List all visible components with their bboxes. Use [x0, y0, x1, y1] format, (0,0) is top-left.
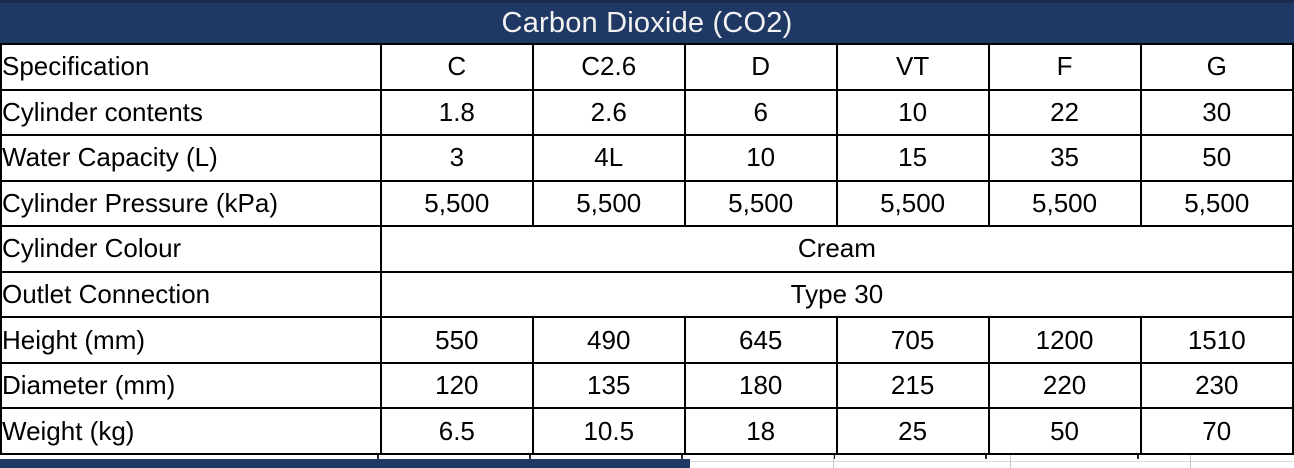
merged-value-cell: Cream: [379, 225, 1294, 273]
value-cell: 6: [683, 88, 838, 137]
value-cell: 490: [531, 316, 686, 364]
table-row-header: Specification C C2.6 D VT F G: [0, 43, 1294, 91]
table-title: Carbon Dioxide (CO2): [501, 6, 793, 39]
gridline-stub: [833, 455, 834, 468]
value-cell: 5,500: [683, 179, 838, 228]
value-cell: 550: [379, 316, 534, 364]
column-header-cell: G: [1139, 43, 1294, 91]
table-title-bar: Carbon Dioxide (CO2): [0, 0, 1294, 43]
value-cell: 35: [987, 134, 1142, 182]
table-row: Cylinder contents 1.8 2.6 6 10 22 30: [0, 88, 1294, 137]
column-header-cell: C2.6: [531, 43, 686, 91]
value-cell: 1.8: [379, 88, 534, 137]
gridline-stub: [1010, 455, 1011, 468]
value-cell: 645: [683, 316, 838, 364]
column-header-cell: D: [683, 43, 838, 91]
column-border-stub: [377, 455, 379, 459]
column-header-cell: VT: [835, 43, 990, 91]
value-cell: 50: [987, 407, 1142, 455]
value-cell: 220: [987, 361, 1142, 410]
value-cell: 25: [835, 407, 990, 455]
value-cell: 4L: [531, 134, 686, 182]
row-label-cell: Height (mm): [0, 316, 382, 364]
value-cell: 10: [835, 88, 990, 137]
table-row: Diameter (mm) 120 135 180 215 220 230: [0, 361, 1294, 410]
spec-table: Specification C C2.6 D VT F G Cylinder c…: [0, 43, 1294, 455]
value-cell: 5,500: [379, 179, 534, 228]
value-cell: 1200: [987, 316, 1142, 364]
bottom-strip: [0, 455, 1294, 468]
value-cell: 10: [683, 134, 838, 182]
value-cell: 3: [379, 134, 534, 182]
value-cell: 5,500: [531, 179, 686, 228]
row-label-cell: Specification: [0, 43, 382, 91]
gridline-stub: [1190, 455, 1191, 468]
row-label-cell: Cylinder Pressure (kPa): [0, 179, 382, 228]
gridline-stub: [690, 461, 1294, 462]
value-cell: 230: [1139, 361, 1294, 410]
value-cell: 180: [683, 361, 838, 410]
value-cell: 120: [379, 361, 534, 410]
value-cell: 135: [531, 361, 686, 410]
row-label-cell: Cylinder Colour: [0, 225, 382, 273]
table-row: Height (mm) 550 490 645 705 1200 1510: [0, 316, 1294, 364]
value-cell: 2.6: [531, 88, 686, 137]
column-border-stub: [985, 455, 987, 459]
value-cell: 5,500: [835, 179, 990, 228]
value-cell: 6.5: [379, 407, 534, 455]
value-cell: 705: [835, 316, 990, 364]
value-cell: 5,500: [1139, 179, 1294, 228]
value-cell: 30: [1139, 88, 1294, 137]
row-label-cell: Water Capacity (L): [0, 134, 382, 182]
column-header-cell: C: [379, 43, 534, 91]
table-row: Weight (kg) 6.5 10.5 18 25 50 70: [0, 407, 1294, 455]
row-label-cell: Weight (kg): [0, 407, 382, 455]
value-cell: 15: [835, 134, 990, 182]
value-cell: 22: [987, 88, 1142, 137]
next-section-header-bar: [0, 459, 690, 468]
column-border-stub: [833, 455, 835, 459]
column-border-stub: [681, 455, 683, 459]
column-border-stub: [529, 455, 531, 459]
column-header-cell: F: [987, 43, 1142, 91]
row-label-cell: Cylinder contents: [0, 88, 382, 137]
table-row: Water Capacity (L) 3 4L 10 15 35 50: [0, 134, 1294, 182]
value-cell: 10.5: [531, 407, 686, 455]
value-cell: 18: [683, 407, 838, 455]
row-label-cell: Diameter (mm): [0, 361, 382, 410]
column-border-stub: [1137, 455, 1139, 459]
value-cell: 70: [1139, 407, 1294, 455]
table-row: Cylinder Colour Cream: [0, 225, 1294, 273]
value-cell: 50: [1139, 134, 1294, 182]
row-label-cell: Outlet Connection: [0, 270, 382, 319]
value-cell: 215: [835, 361, 990, 410]
value-cell: 1510: [1139, 316, 1294, 364]
table-row: Outlet Connection Type 30: [0, 270, 1294, 319]
value-cell: 5,500: [987, 179, 1142, 228]
merged-value-cell: Type 30: [379, 270, 1294, 319]
table-row: Cylinder Pressure (kPa) 5,500 5,500 5,50…: [0, 179, 1294, 228]
